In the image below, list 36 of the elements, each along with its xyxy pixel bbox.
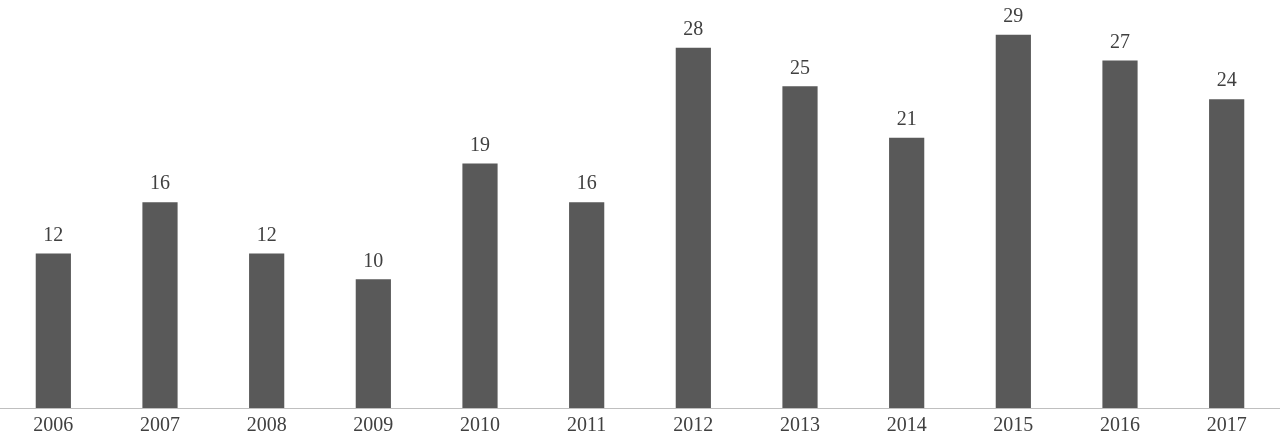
data-label: 28 xyxy=(683,16,704,39)
x-tick-label: 2007 xyxy=(140,413,180,436)
bar xyxy=(675,47,711,408)
data-label: 25 xyxy=(790,55,810,78)
data-label: 24 xyxy=(1216,68,1237,91)
x-tick-label: 2008 xyxy=(246,413,287,436)
data-label: 12 xyxy=(43,222,64,245)
x-tick-label: 2015 xyxy=(993,413,1034,436)
x-tick-label: 2014 xyxy=(886,413,927,436)
bar xyxy=(1102,60,1138,408)
x-tick-label: 2011 xyxy=(567,413,607,436)
bar xyxy=(1209,99,1245,408)
data-label: 10 xyxy=(363,248,384,271)
bar xyxy=(249,253,285,408)
bar xyxy=(142,202,178,408)
bar xyxy=(462,163,498,408)
x-tick-label: 2009 xyxy=(353,413,394,436)
x-tick-label: 2013 xyxy=(780,413,820,436)
data-label: 12 xyxy=(256,222,277,245)
data-label: 16 xyxy=(150,171,170,194)
x-tick-label: 2012 xyxy=(673,413,714,436)
bar xyxy=(355,279,391,408)
x-tick-label: 2017 xyxy=(1206,413,1247,436)
x-tick-label: 2016 xyxy=(1100,413,1140,436)
data-label: 19 xyxy=(470,132,490,155)
data-label: 21 xyxy=(896,107,917,130)
x-tick-label: 2010 xyxy=(460,413,500,436)
x-tick-label: 2006 xyxy=(33,413,74,436)
bar xyxy=(35,253,71,408)
bar xyxy=(889,137,925,408)
bar xyxy=(569,202,605,408)
bar xyxy=(782,86,818,408)
bar xyxy=(995,34,1031,408)
data-label: 27 xyxy=(1110,29,1130,52)
data-label: 16 xyxy=(576,171,597,194)
data-label: 29 xyxy=(1003,4,1024,27)
